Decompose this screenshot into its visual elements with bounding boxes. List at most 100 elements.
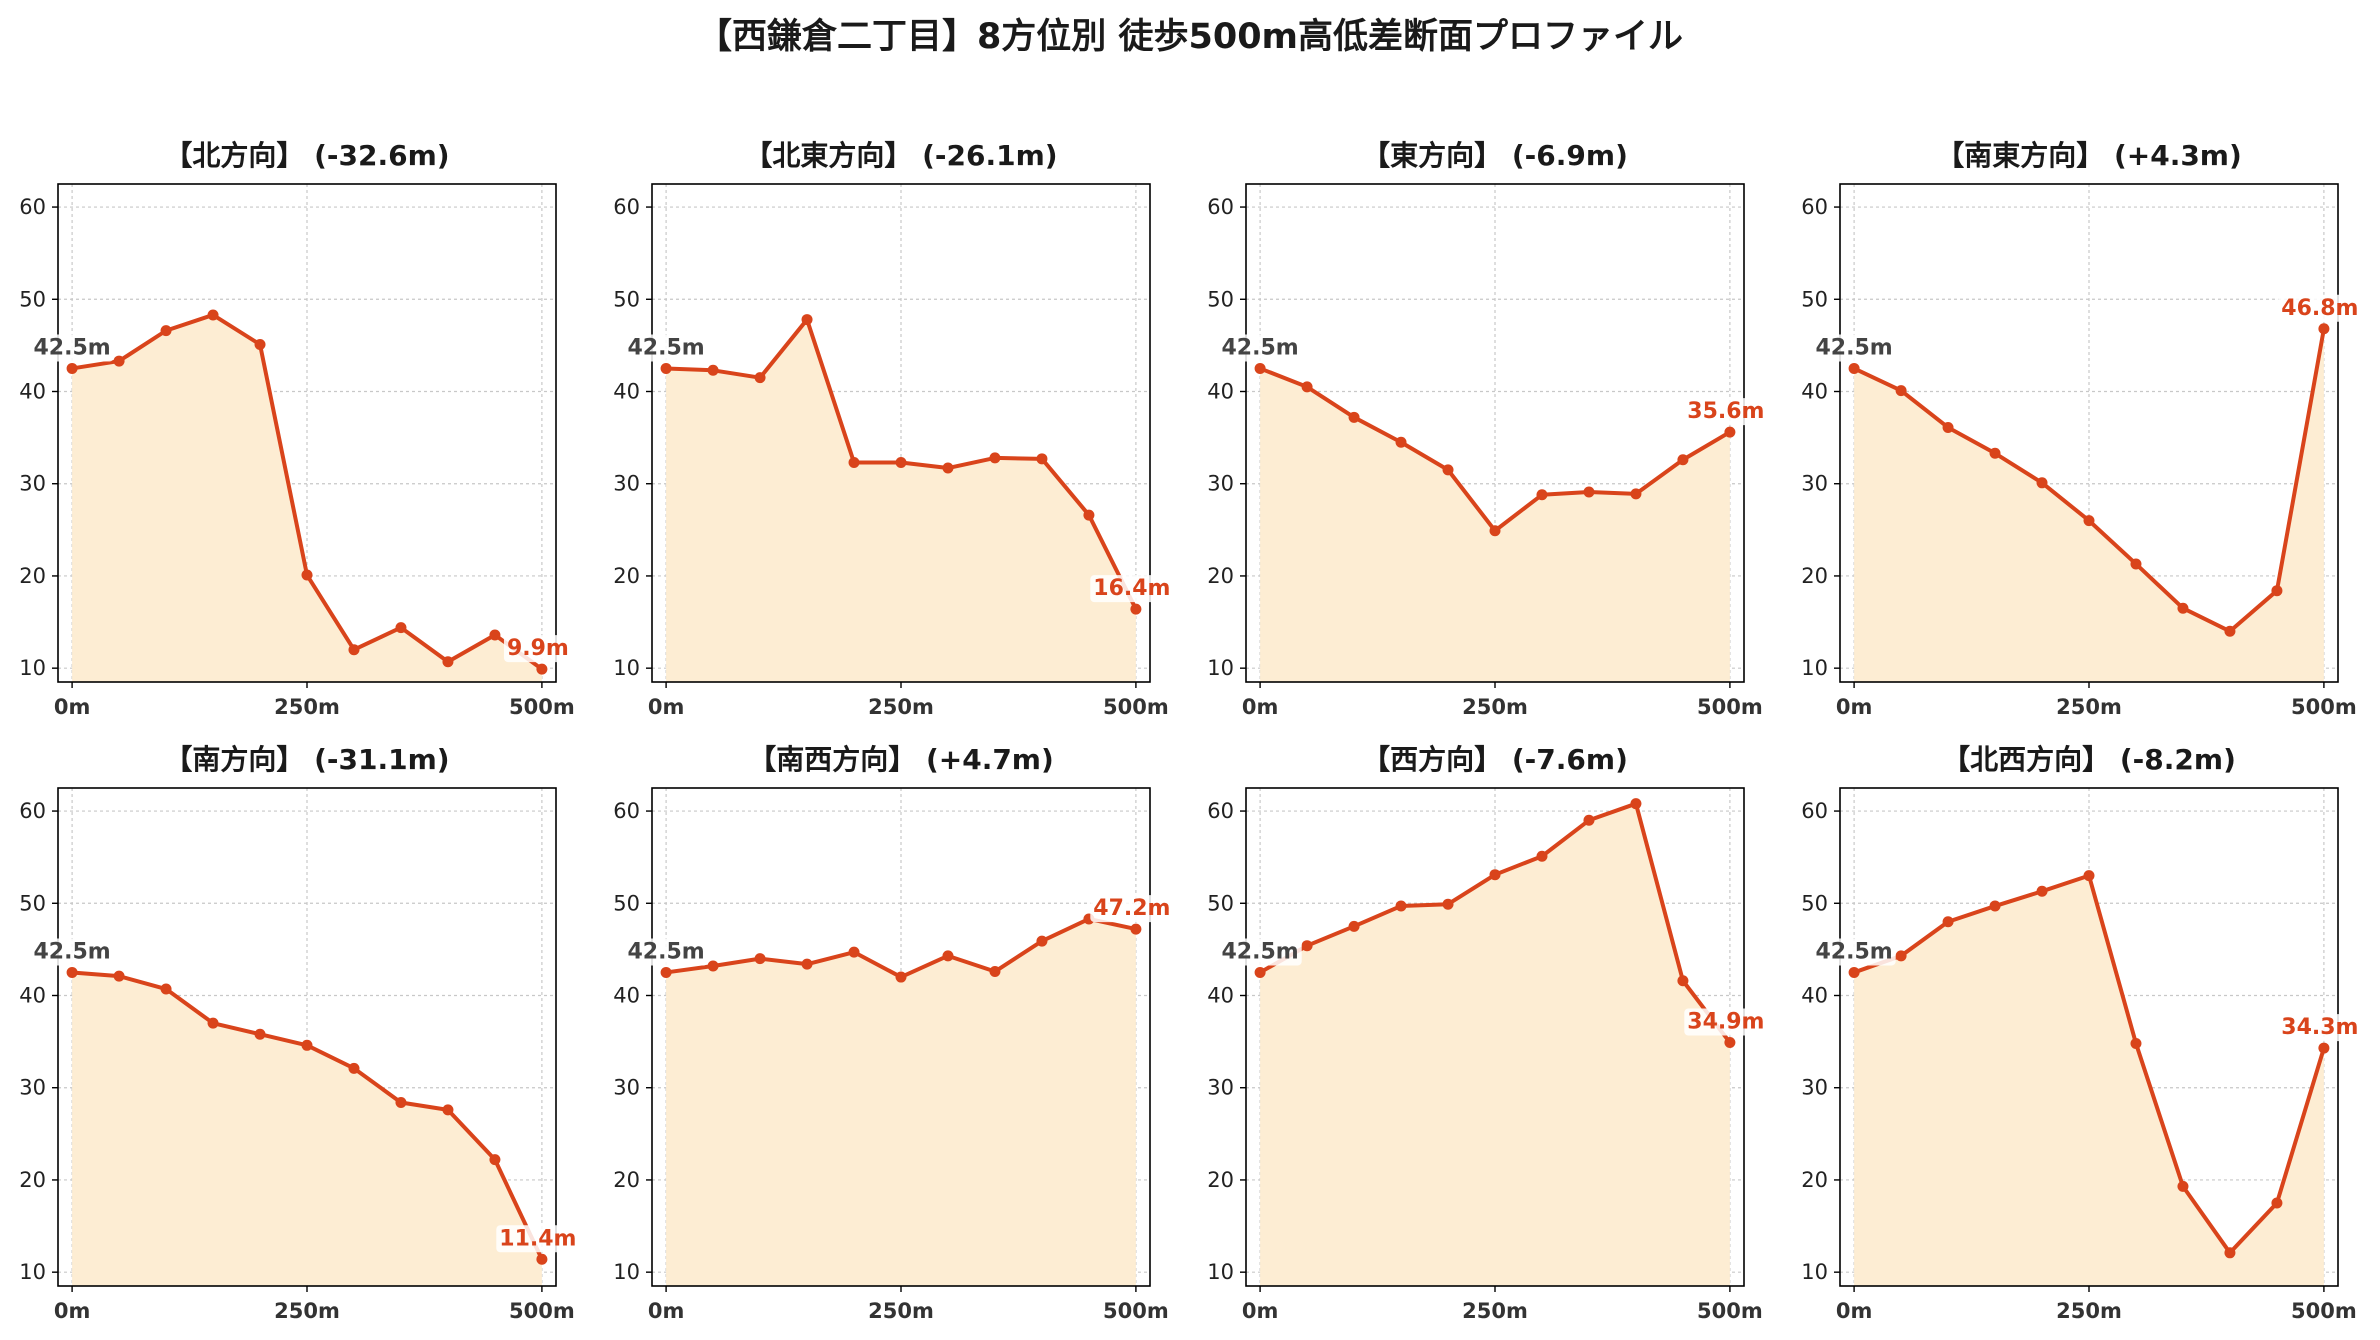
end-value-label: 34.3m (2278, 1014, 2362, 1042)
y-tick-label: 30 (1207, 1076, 1234, 1100)
y-tick-label: 40 (1801, 380, 1828, 404)
data-point (395, 1096, 407, 1108)
data-point (113, 970, 125, 982)
data-point (2036, 885, 2048, 897)
chart-panel-south: 【南方向】 (-31.1m) 10 20 30 40 50 60 0m 250m 500m 42.… (19, 743, 580, 1323)
data-point (2177, 1180, 2189, 1192)
y-tick-label: 40 (613, 984, 640, 1008)
data-point (442, 656, 454, 668)
start-value-label: 42.5m (30, 334, 114, 362)
y-tick-label: 20 (1207, 564, 1234, 588)
data-point (1489, 525, 1501, 537)
data-point (489, 629, 501, 641)
svg-text:47.2m: 47.2m (1093, 896, 1170, 921)
data-point (1677, 454, 1689, 466)
x-tick-label: 250m (2056, 1299, 2122, 1323)
y-tick-label: 30 (19, 472, 46, 496)
data-point (1724, 426, 1736, 438)
area-fill (72, 314, 542, 682)
x-tick-label: 0m (1836, 695, 1873, 719)
y-tick-label: 30 (1801, 472, 1828, 496)
chart-plot: 10 20 30 40 50 60 0m 250m 500m 42.5m 34.9m (1207, 787, 1768, 1323)
figure-title: 【西鎌倉二丁目】8方位別 徒歩500m高低差断面プロファイル (696, 17, 1684, 57)
start-value-label: 42.5m (1812, 938, 1896, 966)
y-tick-label: 40 (19, 380, 46, 404)
x-tick-label: 0m (648, 695, 685, 719)
area-fill (1854, 875, 2324, 1286)
svg-text:16.4m: 16.4m (1093, 576, 1170, 601)
data-point (1989, 447, 2001, 459)
data-point (1301, 381, 1313, 393)
svg-text:42.5m: 42.5m (33, 335, 110, 360)
data-point (2271, 1197, 2283, 1209)
data-point (1442, 464, 1454, 476)
panel-title: 【北東方向】 (-26.1m) (744, 139, 1058, 172)
data-point (1583, 486, 1595, 498)
y-tick-label: 20 (19, 1168, 46, 1192)
end-value-label: 47.2m (1090, 895, 1174, 923)
y-tick-label: 20 (19, 564, 46, 588)
y-tick-label: 60 (19, 195, 46, 219)
data-point (1254, 362, 1266, 374)
panel-title: 【南方向】 (-31.1m) (164, 743, 450, 776)
data-point (942, 462, 954, 474)
data-point (1442, 898, 1454, 910)
panel-title: 【南西方向】 (+4.7m) (748, 743, 1054, 776)
x-tick-label: 500m (1697, 695, 1763, 719)
y-tick-label: 40 (1207, 380, 1234, 404)
x-tick-label: 0m (1242, 695, 1279, 719)
end-value-label: 11.4m (496, 1225, 580, 1253)
y-tick-label: 50 (613, 891, 640, 915)
y-tick-label: 20 (1801, 1168, 1828, 1192)
panel-title: 【東方向】 (-6.9m) (1362, 139, 1628, 172)
data-point (301, 1039, 313, 1051)
data-point (1895, 950, 1907, 962)
area-fill (666, 319, 1136, 682)
data-point (113, 355, 125, 367)
y-tick-label: 40 (1207, 984, 1234, 1008)
x-tick-label: 500m (509, 1299, 575, 1323)
y-tick-label: 10 (1207, 1260, 1234, 1284)
x-tick-label: 250m (274, 695, 340, 719)
data-point (1848, 966, 1860, 978)
y-tick-label: 60 (613, 195, 640, 219)
y-tick-label: 10 (19, 656, 46, 680)
y-tick-label: 20 (1801, 564, 1828, 588)
data-point (801, 958, 813, 970)
y-tick-label: 60 (1207, 195, 1234, 219)
data-point (707, 960, 719, 972)
end-value-label: 46.8m (2278, 294, 2362, 322)
data-point (1583, 814, 1595, 826)
y-tick-label: 40 (19, 984, 46, 1008)
svg-text:34.9m: 34.9m (1687, 1010, 1764, 1035)
y-tick-label: 50 (19, 287, 46, 311)
end-value-label: 9.9m (503, 635, 572, 663)
y-tick-label: 30 (613, 1076, 640, 1100)
y-tick-label: 10 (613, 1260, 640, 1284)
data-point (160, 325, 172, 337)
svg-text:42.5m: 42.5m (1221, 939, 1298, 964)
data-point (1536, 850, 1548, 862)
y-tick-label: 20 (1207, 1168, 1234, 1192)
data-point (207, 1017, 219, 1029)
area-fill (1260, 803, 1730, 1286)
data-point (989, 966, 1001, 978)
data-point (1489, 869, 1501, 881)
data-point (1677, 975, 1689, 987)
panel-title: 【南東方向】 (+4.3m) (1936, 139, 2242, 172)
svg-text:42.5m: 42.5m (1221, 335, 1298, 360)
data-point (1942, 421, 1954, 433)
data-point (895, 457, 907, 469)
y-tick-label: 60 (19, 799, 46, 823)
data-point (536, 1253, 548, 1265)
svg-text:42.5m: 42.5m (627, 335, 704, 360)
start-value-label: 42.5m (1218, 938, 1302, 966)
data-point (2130, 1037, 2142, 1049)
y-tick-label: 30 (613, 472, 640, 496)
y-tick-label: 10 (1801, 656, 1828, 680)
data-point (1254, 966, 1266, 978)
area-fill (666, 918, 1136, 1286)
chart-plot: 10 20 30 40 50 60 0m 250m 500m 42.5m 46.8m (1801, 183, 2362, 719)
panel-title: 【北方向】 (-32.6m) (164, 139, 450, 172)
data-point (989, 452, 1001, 464)
